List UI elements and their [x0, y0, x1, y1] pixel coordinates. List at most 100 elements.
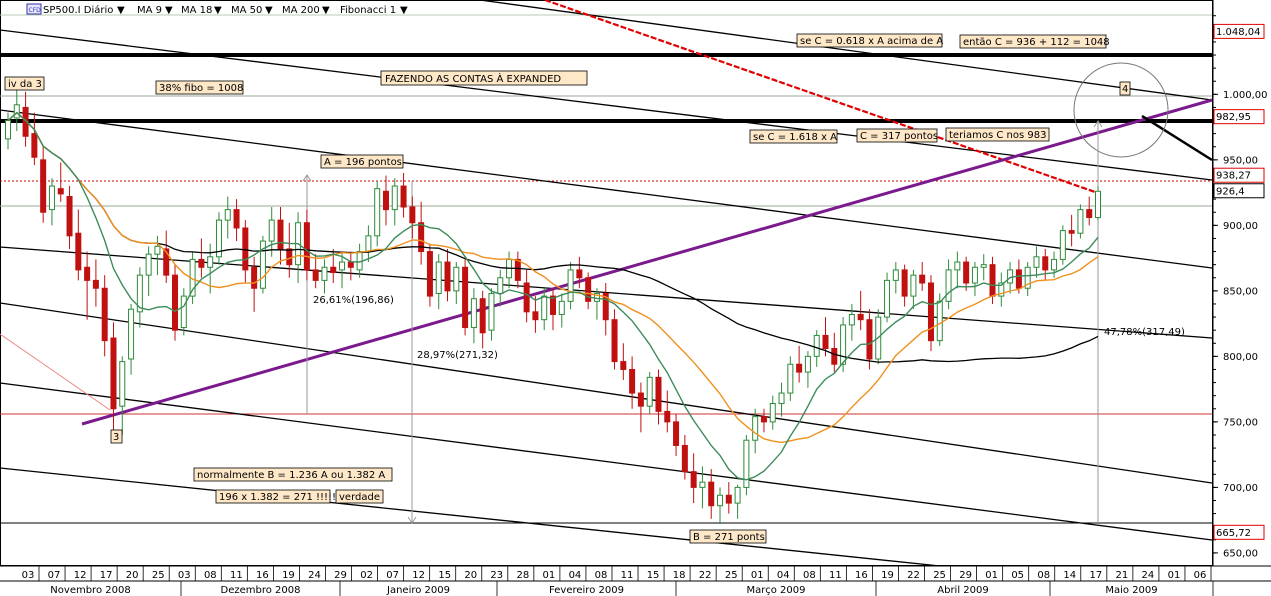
candle — [910, 269, 917, 310]
candle-body — [848, 313, 855, 326]
annotation-b-calc: 196 x 1.382 = 271 !!!!! — [219, 492, 336, 503]
candle-body — [391, 185, 398, 211]
candle — [752, 408, 759, 454]
candle-body — [48, 185, 55, 211]
candle-body — [725, 494, 732, 504]
candle-body — [31, 133, 38, 158]
candle — [312, 254, 319, 289]
candle-body — [523, 282, 530, 313]
candle-body — [602, 292, 609, 321]
candle-body — [426, 251, 433, 297]
ma9-label[interactable]: MA 9 — [137, 5, 162, 16]
candle-body — [374, 188, 381, 237]
candle — [488, 288, 495, 341]
candle-body — [778, 392, 785, 405]
candle — [409, 196, 416, 239]
ma9-line — [7, 111, 1099, 481]
annotation-wave4: 4 — [1122, 84, 1128, 95]
candle-body — [163, 248, 170, 276]
ma200-label[interactable]: MA 200 — [282, 5, 320, 16]
candle-body — [989, 264, 996, 297]
candle-body — [567, 269, 574, 302]
candle — [5, 112, 11, 150]
candle — [172, 264, 179, 341]
x-day-label: 20 — [464, 570, 477, 581]
ma18-menu-arrow[interactable]: ▼ — [214, 5, 222, 16]
x-day-label: 15 — [647, 570, 660, 581]
candle — [391, 178, 398, 226]
candle — [128, 303, 135, 375]
candle-body — [734, 486, 741, 504]
candle — [215, 212, 222, 265]
candle — [787, 356, 794, 401]
symbol-label[interactable]: SP500.I Diário — [43, 4, 113, 16]
candle — [321, 259, 328, 294]
candle — [268, 207, 275, 257]
x-day-label: 11 — [829, 570, 842, 581]
candle-body — [840, 324, 847, 365]
candle — [998, 272, 1005, 307]
candle-body — [787, 363, 794, 394]
reference-lines — [0, 14, 1212, 524]
candle-body — [1068, 230, 1075, 234]
candle — [980, 254, 987, 281]
price-marker-label: 926,4 — [1216, 186, 1245, 197]
candle — [339, 251, 346, 289]
candle-body — [180, 295, 187, 329]
candle-body — [400, 185, 407, 208]
ma50-menu-arrow[interactable]: ▼ — [265, 5, 273, 16]
candle — [1033, 246, 1040, 278]
ma9-menu-arrow[interactable]: ▼ — [165, 5, 173, 16]
candle-body — [224, 209, 231, 221]
x-day-label: 11 — [230, 570, 243, 581]
day-labels: 03 07 12 17 20 25 03 08 11 16 19 24 29 02 07 12 15 20 23 28… — [22, 566, 1212, 581]
ma18-label[interactable]: MA 18 — [181, 5, 212, 16]
candle — [40, 146, 47, 223]
candle — [673, 414, 680, 456]
symbol-menu-arrow[interactable]: ▼ — [117, 5, 125, 16]
annotation-box-fibo — [155, 80, 244, 95]
candle-body — [1051, 258, 1058, 271]
fibonacci-menu-arrow[interactable]: ▼ — [400, 5, 408, 16]
candle-body — [708, 481, 715, 507]
y-tick-label: 950,00 — [1223, 155, 1258, 166]
candle-body — [760, 416, 767, 423]
candle-body — [804, 355, 811, 373]
candle-body — [681, 444, 688, 473]
ma200-menu-arrow[interactable]: ▼ — [322, 5, 330, 16]
candle-body — [699, 481, 706, 488]
candle — [919, 262, 926, 291]
annotation-wave3: 3 — [113, 432, 119, 443]
x-month-label: Fevereiro 2009 — [549, 585, 624, 596]
candle — [453, 262, 460, 304]
annotation-box-wave4 — [1119, 81, 1131, 96]
candle — [1095, 186, 1101, 221]
measure-c-arrow — [1093, 120, 1103, 128]
channel-line-8 — [0, 333, 111, 411]
x-day-label: 24 — [1142, 570, 1155, 581]
candle — [163, 230, 170, 283]
candle-body — [347, 261, 354, 268]
candle — [971, 262, 978, 297]
channel-line-6 — [0, 382, 1213, 541]
candle — [848, 303, 855, 341]
annotation-box-c-618 — [796, 33, 943, 48]
fibonacci-label[interactable]: Fibonacci 1 — [340, 5, 396, 16]
candle-body — [1015, 269, 1022, 289]
y-tick-label: 700,00 — [1223, 483, 1258, 494]
ma50-label[interactable]: MA 50 — [231, 5, 262, 16]
candle — [48, 178, 55, 226]
candle-body — [945, 269, 952, 302]
x-month-label: Janeiro 2009 — [386, 585, 450, 596]
x-day-label: 29 — [959, 570, 972, 581]
candle-body — [813, 334, 820, 357]
annotation-c-317: C = 317 pontos — [860, 131, 938, 142]
candle-body — [514, 258, 521, 281]
price-marker-label: 938,27 — [1216, 171, 1251, 182]
candle — [954, 251, 961, 289]
x-day-label: 02 — [360, 570, 373, 581]
candle — [822, 317, 829, 357]
candle — [435, 254, 442, 310]
candle — [699, 466, 706, 509]
